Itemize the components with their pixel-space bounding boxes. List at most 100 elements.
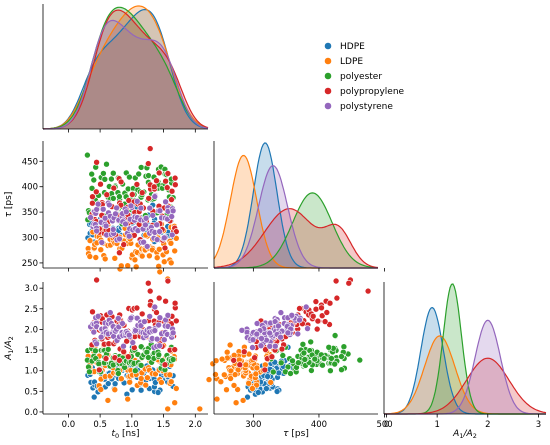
scatter-point-polypropylene-r2c1 <box>312 305 320 313</box>
scatter-point-polypropylene-r1c0 <box>93 188 100 196</box>
scatter-point-ldpe-r2c0 <box>104 397 112 404</box>
kde-fill-hdpe-A1A2 <box>384 307 546 414</box>
scatter-point-ldpe-r1c0 <box>153 254 161 262</box>
scatter-point-polystyrene-r1c0 <box>156 228 163 235</box>
scatter-point-polypropylene-r1c0 <box>168 187 176 195</box>
scatter-point-hdpe-r2c1 <box>263 385 270 392</box>
scatter-point-ldpe-r1c0 <box>132 263 140 271</box>
scatter-point-polypropylene-r1c0 <box>120 241 127 248</box>
legend-label-polyester: polyester <box>340 72 382 82</box>
scatter-point-ldpe-r2c1 <box>253 364 261 372</box>
scatter-point-polypropylene-r2c0 <box>138 310 146 318</box>
scatter-point-polyester-r2c1 <box>311 355 319 363</box>
scatter-point-polystyrene-r2c0 <box>156 314 164 322</box>
scatter-point-polypropylene-r1c0 <box>171 174 179 182</box>
scatter-point-polystyrene-r2c0 <box>151 327 159 334</box>
scatter-point-ldpe-r1c0 <box>171 247 178 255</box>
scatter-point-ldpe-r2c1 <box>226 341 234 349</box>
scatter-point-ldpe-r2c1 <box>212 357 220 365</box>
scatter-point-polypropylene-r1c0 <box>164 170 172 177</box>
scatter-point-polystyrene-r2c0 <box>119 320 126 327</box>
scatter-point-polyester-r2c0 <box>92 347 99 355</box>
scatter-point-polystyrene-r2c1 <box>277 309 285 316</box>
kde-fill-ldpe-tau <box>214 155 378 268</box>
kde-line-polyester-t0 <box>43 6 209 130</box>
scatter-point-polystyrene-r1c0 <box>102 222 110 230</box>
scatter-point-polystyrene-r2c0 <box>115 315 122 322</box>
scatter-point-polystyrene-r2c1 <box>302 303 310 311</box>
scatter-point-polystyrene-r2c1 <box>266 342 274 350</box>
scatter-point-ldpe-r2c0 <box>126 378 133 386</box>
scatter-point-polystyrene-r2c1 <box>266 329 274 337</box>
scatter-point-polypropylene-r1c0 <box>103 191 111 198</box>
scatter-point-ldpe-r2c0 <box>166 371 174 379</box>
scatter-point-polystyrene-r1c0 <box>112 210 119 218</box>
scatter-point-polyester-r2c1 <box>308 367 315 374</box>
scatter-point-polyester-r2c1 <box>320 355 328 362</box>
scatter-point-hdpe-r2c1 <box>244 393 251 401</box>
y-tick-label: 350 <box>22 208 38 218</box>
scatter-point-polypropylene-r2c1 <box>278 345 286 353</box>
scatter-point-ldpe-r2c1 <box>217 378 225 386</box>
scatter-point-polystyrene-r2c0 <box>97 333 105 341</box>
scatter-point-polyester-r1c0 <box>84 151 91 159</box>
scatter-point-polystyrene-r1c0 <box>143 243 151 250</box>
kde-fill-polystyrene-A1A2 <box>384 320 546 414</box>
scatter-point-polystyrene-r2c0 <box>164 311 172 319</box>
scatter-point-polyester-r2c1 <box>269 368 277 376</box>
scatter-point-polyester-r1c0 <box>101 176 109 183</box>
scatter-point-polyester-r2c1 <box>338 353 345 360</box>
scatter-point-polystyrene-r1c0 <box>99 205 107 213</box>
kde-fill-polyester-tau <box>214 192 378 268</box>
scatter-point-polypropylene-r2c0 <box>145 279 152 287</box>
scatter-point-polystyrene-r1c0 <box>127 202 135 210</box>
scatter-point-polypropylene-r2c0 <box>161 361 169 369</box>
scatter-point-polyester-r1c0 <box>135 170 142 178</box>
scatter-point-polystyrene-r1c0 <box>168 213 175 220</box>
scatter-point-ldpe-r1c0 <box>167 259 175 267</box>
scatter-point-polystyrene-r1c0 <box>106 201 113 209</box>
y-tick-label: 400 <box>22 183 38 193</box>
scatter-point-polyester-r1c0 <box>137 164 145 171</box>
scatter-point-polyester-r2c0 <box>104 346 112 353</box>
kde-fill-ldpe-A1A2 <box>384 335 546 414</box>
scatter-point-polypropylene-r2c0 <box>89 308 96 316</box>
x-tick-label: 1.0 <box>125 420 139 430</box>
scatter-point-polystyrene-r1c0 <box>113 204 120 212</box>
scatter-point-polypropylene-r1c0 <box>150 183 158 191</box>
scatter-point-ldpe-r1c0 <box>101 255 109 263</box>
scatter-point-polystyrene-r1c0 <box>133 198 141 205</box>
scatter-point-polystyrene-r2c0 <box>169 329 177 337</box>
kde-fill-layer <box>43 6 546 414</box>
scatter-points-layer <box>84 145 372 413</box>
scatter-point-polyester-r2c1 <box>338 366 345 374</box>
scatter-point-polypropylene-r2c1 <box>323 309 331 316</box>
scatter-point-polypropylene-r1c0 <box>116 249 123 256</box>
scatter-point-polypropylene-r2c1 <box>309 312 317 320</box>
scatter-point-hdpe-r2c1 <box>273 388 281 395</box>
x-tick-label: 1.5 <box>157 420 171 430</box>
y-tick-label: 2.0 <box>24 325 38 335</box>
scatter-point-polypropylene-r1c0 <box>133 181 141 188</box>
scatter-point-polyester-r1c0 <box>88 185 96 192</box>
scatter-point-ldpe-r2c0 <box>97 386 105 393</box>
scatter-point-polyester-r2c0 <box>132 367 139 375</box>
scatter-point-polystyrene-r1c0 <box>169 207 177 215</box>
scatter-point-polyester-r1c0 <box>90 176 98 184</box>
y-tick-label: 0.0 <box>24 408 38 418</box>
legend-marker-ldpe <box>324 57 332 65</box>
scatter-point-polypropylene-r2c0 <box>116 357 123 364</box>
scatter-point-ldpe-r2c0 <box>111 386 119 394</box>
scatter-point-polypropylene-r2c0 <box>171 346 178 353</box>
scatter-point-polystyrene-r2c0 <box>94 312 102 320</box>
scatter-point-polystyrene-r2c1 <box>304 325 311 332</box>
scatter-point-polystyrene-r2c0 <box>153 335 161 343</box>
scatter-point-polystyrene-r2c0 <box>156 342 163 350</box>
scatter-point-polypropylene-r1c0 <box>97 180 104 188</box>
scatter-point-ldpe-r2c1 <box>239 397 247 404</box>
y-tick-label: 450 <box>22 157 38 167</box>
scatter-point-polystyrene-r1c0 <box>168 231 176 239</box>
scatter-point-polypropylene-r1c0 <box>145 160 152 167</box>
scatter-point-polyester-r1c0 <box>110 195 117 202</box>
legend-label-polypropylene: polypropylene <box>340 87 405 97</box>
